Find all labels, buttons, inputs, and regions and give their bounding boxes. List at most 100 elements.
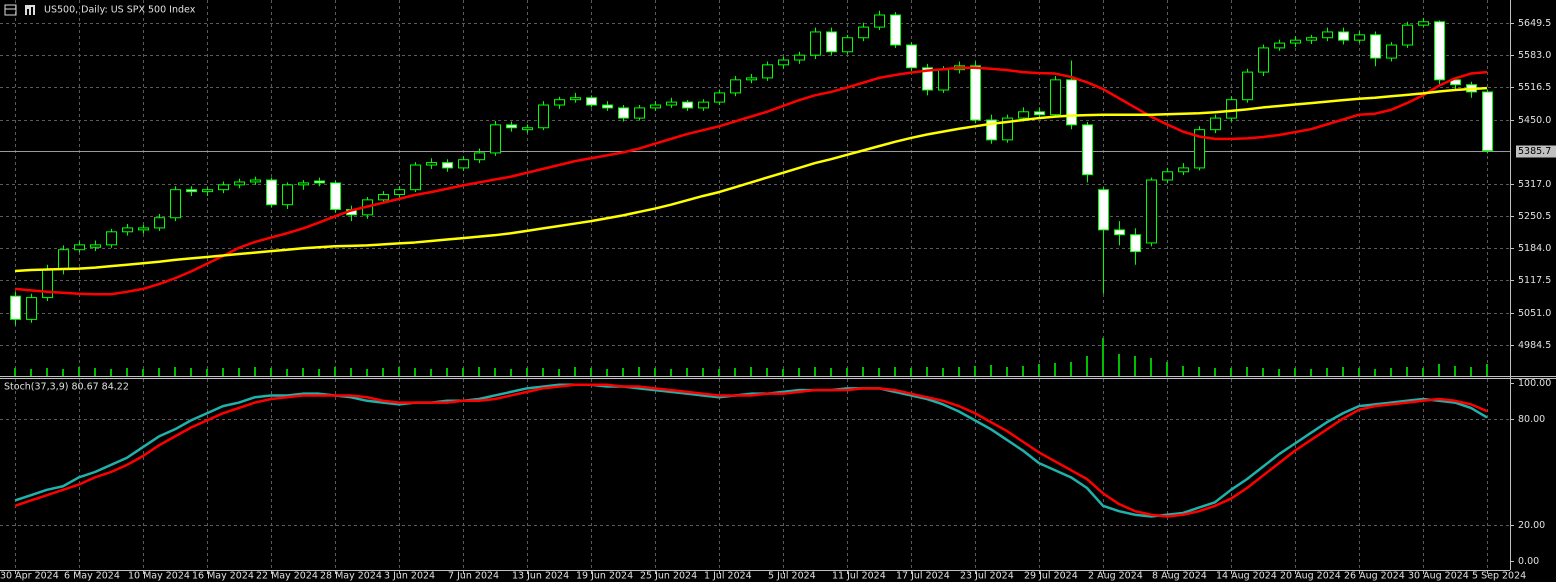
- volume-bar: [334, 367, 336, 376]
- line-series: [14, 66, 1488, 296]
- candle-body: [1386, 44, 1397, 59]
- candle-body: [666, 101, 677, 106]
- volume-bar: [862, 367, 864, 376]
- volume-bar: [126, 368, 128, 376]
- candle-body: [314, 180, 325, 184]
- volume-bar: [942, 368, 944, 376]
- volume-bar: [254, 367, 256, 376]
- volume-bar: [446, 368, 448, 376]
- volume-bar: [1230, 368, 1232, 376]
- y-tick-label: 5117.5: [1518, 275, 1551, 286]
- candle-body: [618, 107, 629, 119]
- candle-body: [938, 69, 949, 91]
- candle-body: [42, 269, 53, 299]
- volume-bar: [1454, 366, 1456, 376]
- x-tick-label: 10 May 2024: [128, 571, 190, 582]
- volume-bar: [750, 367, 752, 376]
- candle-body: [730, 79, 741, 94]
- candle-body: [570, 97, 581, 101]
- y-tick-label: 4984.5: [1518, 340, 1551, 351]
- x-tick-label: 5 Sep 2024: [1472, 571, 1526, 582]
- volume-bar: [526, 368, 528, 376]
- volume-bar: [798, 368, 800, 376]
- candle-body: [858, 26, 869, 39]
- candle-body: [586, 97, 597, 106]
- candle-body: [682, 101, 693, 109]
- candle-body: [1226, 99, 1237, 119]
- volume-bar: [1054, 363, 1056, 376]
- candle-body: [1338, 31, 1349, 41]
- candle-body: [986, 119, 997, 141]
- y-tick-label: 0.00: [1518, 556, 1539, 567]
- candle-body: [218, 184, 229, 191]
- candle-body: [90, 244, 101, 248]
- candle-body: [970, 65, 981, 121]
- volume-bar: [1070, 362, 1072, 376]
- volume-bar: [766, 368, 768, 376]
- icon: [27, 9, 29, 15]
- volume-bar: [1438, 364, 1440, 376]
- candle-body: [650, 104, 661, 109]
- volume-bar: [430, 369, 432, 376]
- candle-body: [1034, 111, 1045, 116]
- volume-bar: [1262, 368, 1264, 376]
- candle-body: [826, 31, 837, 53]
- volume-bar: [814, 367, 816, 376]
- y-tick-label: 80.00: [1518, 414, 1545, 425]
- candle-body: [1210, 117, 1221, 131]
- volume-bar: [1198, 367, 1200, 376]
- y-tick-label: 5649.5: [1518, 18, 1551, 29]
- candle-body: [298, 182, 309, 186]
- volume-bar: [1310, 369, 1312, 376]
- x-tick-label: 16 May 2024: [192, 571, 254, 582]
- volume-bar: [14, 368, 16, 376]
- plot-layer: [10, 10, 1493, 518]
- line-series: [14, 383, 1488, 518]
- volume-bar: [1134, 356, 1136, 376]
- volume-bar: [1166, 362, 1168, 376]
- candle-body: [122, 227, 133, 233]
- x-tick-label: 1 Jul 2024: [704, 571, 752, 582]
- volume-bar: [1326, 368, 1328, 376]
- candle-body: [1098, 189, 1109, 231]
- volume-bar: [1086, 356, 1088, 376]
- volume-bar: [670, 369, 672, 376]
- volume-bar: [910, 368, 912, 376]
- candle-body: [58, 249, 69, 271]
- x-tick-label: 29 Jul 2024: [1024, 571, 1078, 582]
- candle-body: [1146, 179, 1157, 244]
- icon: [31, 7, 33, 15]
- volume-bar: [990, 365, 992, 376]
- candle-body: [426, 162, 437, 166]
- candle-body: [1258, 47, 1269, 73]
- candle-body: [266, 179, 277, 206]
- candle-body: [506, 124, 517, 129]
- volume-bar: [926, 367, 928, 376]
- volume-bar: [1102, 338, 1104, 376]
- volume-bar: [1342, 367, 1344, 376]
- volume-bar: [702, 368, 704, 376]
- volume-bar: [958, 367, 960, 376]
- volume-bar: [46, 368, 48, 376]
- volume-bar: [206, 369, 208, 376]
- candle-body: [1194, 129, 1205, 169]
- candle-body: [746, 77, 757, 81]
- y-tick-label: 5184.0: [1518, 243, 1551, 254]
- x-tick-label: 30 Aug 2024: [1408, 571, 1469, 582]
- x-tick-label: 23 Jul 2024: [960, 571, 1014, 582]
- candle-body: [1050, 79, 1061, 116]
- candle-body: [922, 67, 933, 91]
- candle-body: [554, 99, 565, 106]
- volume-bar: [638, 367, 640, 376]
- candle-body: [250, 179, 261, 183]
- x-tick-label: 25 Jun 2024: [640, 571, 697, 582]
- y-tick-label: 20.00: [1518, 520, 1545, 531]
- candle-body: [1162, 171, 1173, 181]
- volume-bar: [1294, 368, 1296, 376]
- volume-bar: [270, 368, 272, 376]
- candle-body: [282, 184, 293, 206]
- candle-body: [522, 127, 533, 131]
- y-tick-label: 5317.0: [1518, 179, 1551, 190]
- x-tick-label: 5 Jul 2024: [768, 571, 816, 582]
